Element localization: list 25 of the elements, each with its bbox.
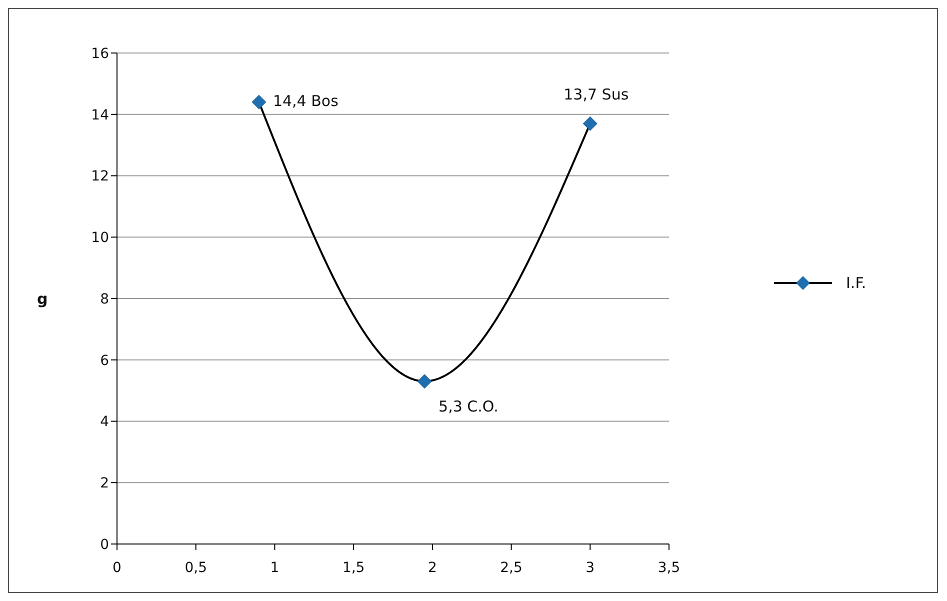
y-tick-label: 4 bbox=[100, 414, 110, 430]
data-label: 13,7 Sus bbox=[564, 86, 629, 104]
point bbox=[582, 116, 598, 131]
y-tick-label: 6 bbox=[100, 352, 110, 369]
y-tick-label: 0 bbox=[100, 536, 109, 553]
y-tick-label: 2 bbox=[100, 476, 109, 492]
x-tick-label: 3 bbox=[586, 560, 595, 576]
x-tick-label: 1,5 bbox=[342, 560, 365, 576]
point bbox=[417, 374, 432, 389]
x-tick-label: 1 bbox=[270, 560, 280, 576]
x-tick-label: 3,5 bbox=[658, 560, 680, 576]
x-tick-label: 0,5 bbox=[184, 560, 207, 576]
data-label: 14,4 Bos bbox=[272, 92, 339, 110]
point bbox=[252, 94, 266, 110]
x-tick-label: 0 bbox=[112, 560, 122, 576]
data-label: 5,3 C.O. bbox=[438, 397, 498, 416]
y-tick-label: 12 bbox=[91, 168, 109, 185]
y-tick-label: 14 bbox=[91, 107, 110, 124]
x-tick-label: 2,5 bbox=[500, 560, 522, 576]
y-axis-title: g bbox=[37, 290, 48, 308]
y-tick-label: 10 bbox=[91, 230, 109, 246]
x-tick-label: 2 bbox=[428, 560, 437, 576]
legend-label: I.F. bbox=[846, 274, 866, 292]
y-tick-label: 16 bbox=[91, 46, 110, 62]
y-tick-label: 8 bbox=[100, 291, 109, 308]
